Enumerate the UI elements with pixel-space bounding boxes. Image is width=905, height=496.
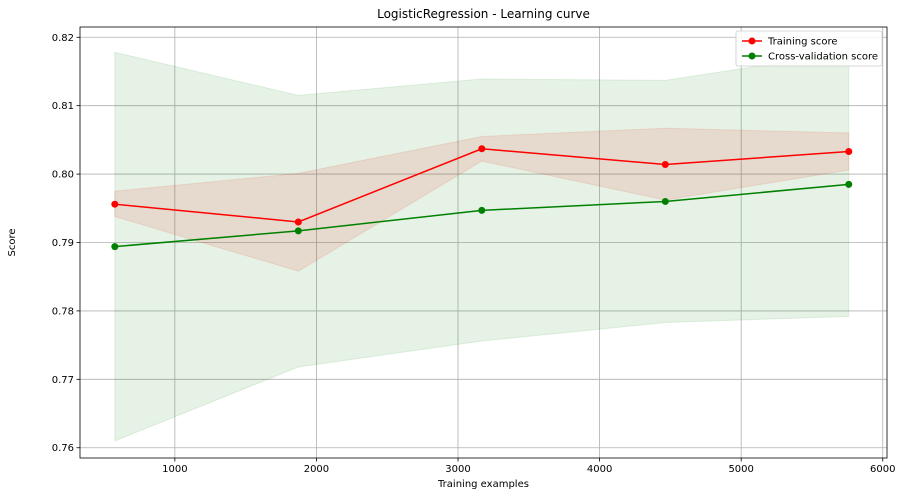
data-point [478, 206, 486, 214]
score-band [114, 51, 850, 442]
legend-marker [748, 37, 756, 45]
x-tick-label: 3000 [445, 464, 470, 475]
legend-marker [748, 52, 756, 60]
y-tick-label: 0.79 [52, 238, 74, 249]
data-point [845, 148, 853, 156]
data-point [294, 227, 302, 235]
data-point [478, 145, 486, 153]
x-tick-label: 6000 [870, 464, 895, 475]
data-point [111, 200, 119, 208]
chart-title: LogisticRegression - Learning curve [377, 7, 590, 21]
legend-label: Training score [767, 37, 838, 48]
data-point [661, 197, 669, 205]
series-lines [111, 145, 853, 251]
x-tick-label: 4000 [587, 464, 612, 475]
grid-lines [80, 27, 887, 458]
y-tick-label: 0.76 [52, 443, 74, 454]
y-tick-label: 0.80 [52, 170, 74, 181]
legend-box [735, 30, 883, 67]
y-tick-label: 0.82 [52, 33, 74, 44]
x-tick-label: 5000 [728, 464, 753, 475]
data-point [661, 161, 669, 169]
y-axis-label: Score [7, 228, 18, 256]
legend: Training score Cross-validation score [735, 30, 883, 67]
y-tick-label: 0.77 [52, 375, 74, 386]
x-tick-label: 2000 [304, 464, 329, 475]
y-tick-label: 0.78 [52, 306, 74, 317]
data-point [845, 180, 853, 188]
data-point [294, 218, 302, 226]
axis-ticks: 1000 2000 3000 4000 5000 6000 0.76 0.77 0.78 0.79… [52, 33, 896, 475]
legend-label: Cross-validation score [768, 52, 878, 63]
x-tick-label: 1000 [162, 464, 187, 475]
x-axis-label: Training examples [437, 479, 529, 490]
data-point [111, 243, 119, 251]
y-tick-label: 0.81 [52, 101, 74, 112]
